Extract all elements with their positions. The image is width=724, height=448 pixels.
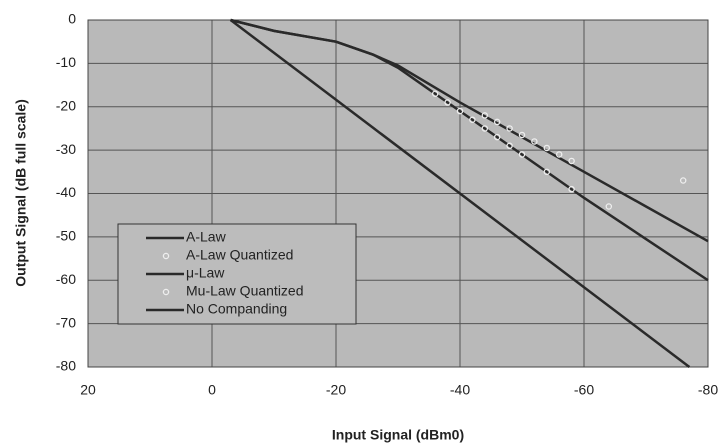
- marker: [506, 125, 513, 132]
- marker: [568, 157, 575, 165]
- marker: [431, 90, 439, 97]
- marker: [518, 131, 526, 139]
- marker: [555, 151, 563, 158]
- y-tick-label: -50: [56, 228, 76, 244]
- legend-label: A-Law Quantized: [186, 247, 293, 263]
- marker: [506, 142, 513, 150]
- x-tick-label: 20: [80, 382, 96, 398]
- x-tick-label: -40: [450, 382, 470, 398]
- y-tick-label: -30: [56, 141, 76, 157]
- marker: [531, 138, 538, 145]
- y-tick-label: -10: [56, 54, 76, 70]
- series-line: [229, 19, 691, 368]
- plot-border: [87, 19, 709, 368]
- y-axis-title: Output Signal (dB full scale): [13, 99, 29, 286]
- x-axis-title: Input Signal (dBm0): [332, 427, 464, 443]
- y-tick-label: -80: [56, 358, 76, 374]
- legend-marker: [162, 252, 170, 260]
- series-line: [230, 18, 709, 282]
- marker: [679, 177, 687, 184]
- marker: [444, 99, 451, 106]
- marker: [481, 112, 489, 119]
- legend-label: Mu-Law Quantized: [186, 283, 304, 299]
- x-tick-label: -60: [574, 382, 594, 398]
- y-tick-label: -70: [56, 314, 76, 330]
- marker: [518, 151, 526, 158]
- legend-marker: [162, 288, 170, 296]
- y-tick-label: -40: [56, 184, 76, 200]
- x-tick-label: -80: [698, 382, 718, 398]
- y-tick-label: 0: [68, 11, 76, 27]
- marker: [543, 144, 551, 152]
- y-tick-label: -60: [56, 271, 76, 287]
- y-tick-label: -20: [56, 97, 76, 113]
- marker: [605, 203, 613, 210]
- x-tick-label: -20: [326, 382, 346, 398]
- marker: [568, 185, 575, 193]
- x-tick-label: 0: [208, 382, 216, 398]
- marker: [469, 116, 476, 124]
- marker: [543, 168, 551, 176]
- marker: [481, 125, 489, 132]
- legend-label: A-Law: [186, 229, 227, 245]
- legend-label: No Companding: [186, 301, 287, 317]
- marker: [456, 107, 464, 115]
- legend-label: μ-Law: [186, 265, 225, 281]
- marker: [493, 118, 501, 126]
- marker: [493, 133, 501, 141]
